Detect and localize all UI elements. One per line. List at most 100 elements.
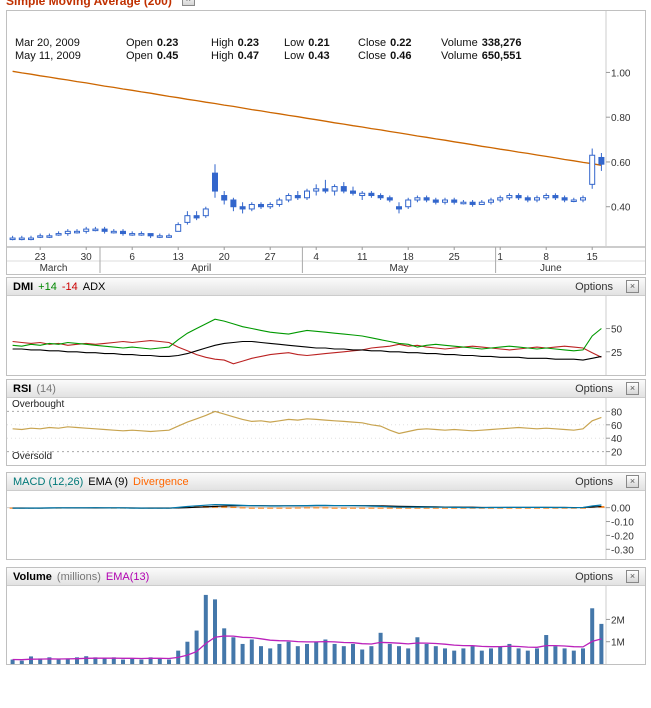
info-high: High 0.47 xyxy=(211,50,284,63)
candle xyxy=(469,201,476,205)
open-label: Open xyxy=(126,37,153,49)
candle xyxy=(129,233,136,236)
divergence-bar xyxy=(561,507,568,509)
volume-bar xyxy=(443,648,447,664)
rsi-close-icon[interactable]: × xyxy=(626,382,639,395)
volume-bar xyxy=(111,657,116,664)
axis-label: -0.30 xyxy=(611,545,634,556)
volume-bar xyxy=(397,646,401,664)
candle xyxy=(221,195,228,201)
volume-bar xyxy=(351,643,355,664)
low-label: Low xyxy=(284,37,305,49)
candle xyxy=(230,199,237,208)
divergence-bar xyxy=(460,507,467,509)
divergence-bar xyxy=(534,507,540,509)
chart-title: Simple Moving Average (200) xyxy=(6,0,172,8)
candle xyxy=(248,203,255,210)
divergence-bar xyxy=(294,507,301,509)
plus-di-line xyxy=(12,318,602,352)
macd-chart-canvas: 0.00 -0.10 -0.20 -0.30 xyxy=(7,491,645,559)
info-low: Low 0.21 xyxy=(284,37,358,50)
ohlc-info: Mar 20, 2009 Open 0.23 High 0.23 Low 0.21 C… xyxy=(15,37,521,63)
candle xyxy=(18,237,25,241)
volume-panel-header: Volume (millions) EMA(13) Options × xyxy=(7,568,645,586)
candle xyxy=(313,188,320,192)
axis-label: 20 xyxy=(219,252,231,263)
open-value: 0.45 xyxy=(156,50,179,62)
axis-label: 23 xyxy=(35,252,47,263)
axis-label: 60 xyxy=(611,421,623,432)
divergence-bar xyxy=(414,507,421,509)
volume-close-icon[interactable]: × xyxy=(626,570,639,583)
divergence-bar xyxy=(276,507,283,509)
volume-value: 650,551 xyxy=(481,50,522,62)
axis-label: -0.20 xyxy=(611,531,634,542)
macd-close-icon[interactable]: × xyxy=(626,475,639,488)
volume-panel: Volume (millions) EMA(13) Options × 2M 1M xyxy=(6,567,646,665)
volume-options-link[interactable]: Options xyxy=(575,570,613,583)
axis-label: 1M xyxy=(611,638,625,649)
volume-bar xyxy=(194,630,199,664)
close-label: Close xyxy=(358,37,387,49)
volume-bar xyxy=(29,656,33,664)
dmi-panel: DMI +14 -14 ADX Options × 50 25 xyxy=(6,277,646,376)
dmi-adx-label: ADX xyxy=(82,280,106,293)
candle xyxy=(377,195,384,199)
divergence-bar xyxy=(432,507,439,509)
axis-label: 0.00 xyxy=(611,504,631,515)
volume-ema-label: EMA(13) xyxy=(105,570,150,583)
volume-bar xyxy=(56,659,61,664)
rsi-options-link[interactable]: Options xyxy=(575,382,613,395)
candle xyxy=(478,201,485,205)
volume-bar xyxy=(507,643,512,664)
candle xyxy=(350,190,356,194)
volume-bar xyxy=(240,643,245,664)
price-chart-canvas[interactable]: 1.00 0.80 0.60 0.40 23 30 6 13 20 27 4 11 18 25 1 8 15 Ma… xyxy=(7,11,645,274)
candle xyxy=(396,206,402,210)
adx-line xyxy=(12,340,602,361)
dmi-minus-di-label: -14 xyxy=(61,280,78,293)
divergence-bar xyxy=(340,507,347,509)
axis-label: 0.60 xyxy=(611,158,631,169)
candle xyxy=(442,199,448,203)
dmi-close-icon[interactable]: × xyxy=(626,280,639,293)
macd-line xyxy=(12,503,602,509)
axis-label: June xyxy=(540,263,562,274)
candle xyxy=(83,228,90,232)
candle xyxy=(166,235,172,238)
candle xyxy=(64,230,71,235)
volume-bar xyxy=(203,594,208,664)
chart-volume-svg: 2M 1M xyxy=(10,586,625,664)
volume-bar xyxy=(369,646,374,664)
axis-label: March xyxy=(40,263,68,274)
divergence-bar xyxy=(359,507,366,509)
macd-options-link[interactable]: Options xyxy=(575,475,613,488)
divergence-bar xyxy=(423,507,430,509)
dmi-options-link[interactable]: Options xyxy=(575,280,613,293)
volume-bar xyxy=(213,599,217,664)
axis-label: 4 xyxy=(313,252,319,263)
info-open: Open 0.45 xyxy=(126,50,211,63)
candle xyxy=(304,190,310,199)
macd-divergence-label: Divergence xyxy=(133,475,189,488)
chart-title-close-icon[interactable]: × xyxy=(181,0,195,6)
divergence-bar xyxy=(396,507,402,509)
volume-bar xyxy=(535,648,539,664)
candle xyxy=(193,215,200,219)
info-high: High 0.23 xyxy=(211,37,284,50)
volume-bar xyxy=(305,643,309,664)
volume-bar xyxy=(268,648,273,664)
oversold-label: Oversold xyxy=(12,451,53,462)
volume-bar xyxy=(461,648,466,664)
axis-label: 6 xyxy=(129,252,135,263)
axis-label: 30 xyxy=(81,252,93,263)
chart-macd-svg: 0.00 -0.10 -0.20 -0.30 xyxy=(7,491,634,559)
volume-bar xyxy=(249,639,254,664)
ohlc-info-row: May 11, 2009 Open 0.45 High 0.47 Low 0.43 C… xyxy=(15,50,521,63)
volume-bar xyxy=(93,657,98,664)
volume-bar xyxy=(581,648,585,664)
candle xyxy=(561,197,568,201)
divergence-bar xyxy=(267,507,274,509)
volume-bar xyxy=(286,641,291,664)
candle xyxy=(202,208,209,217)
